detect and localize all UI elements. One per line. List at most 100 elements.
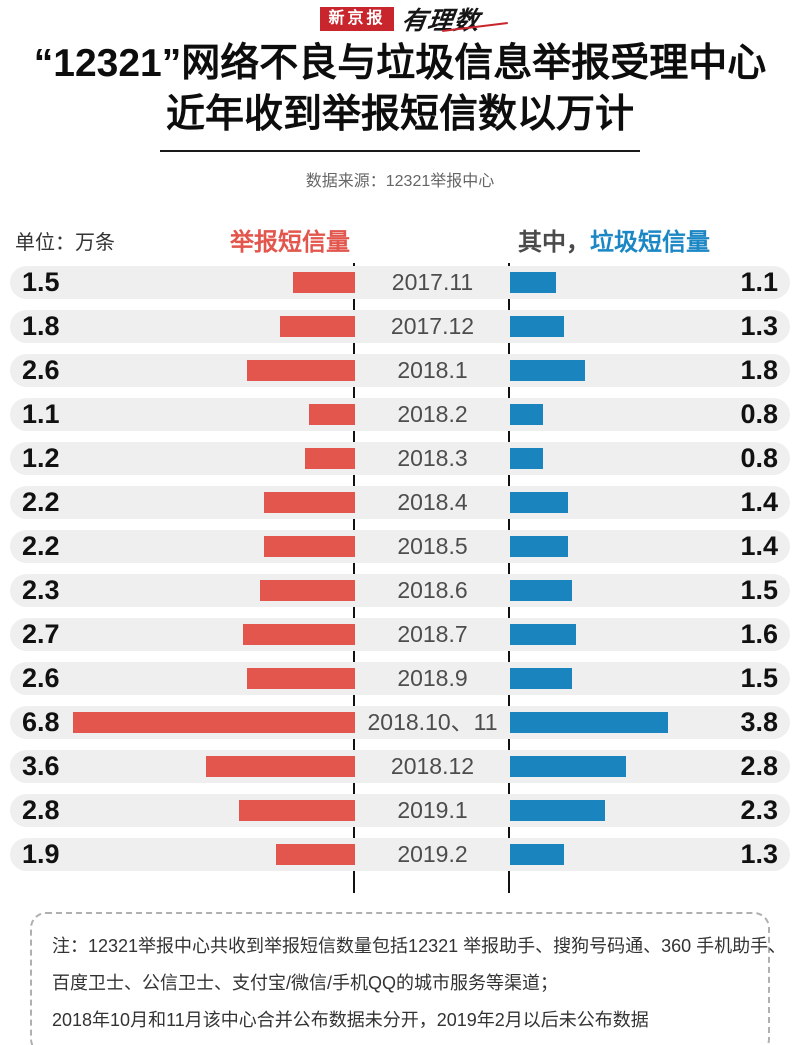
legend-reported: 举报短信量 bbox=[230, 229, 350, 256]
reported-bar bbox=[276, 844, 355, 865]
chart-row: 1.8 2017.12 1.3 bbox=[10, 310, 790, 343]
reported-value-label: 2.6 bbox=[22, 663, 60, 693]
legend-spam-prefix: 其中， bbox=[518, 229, 590, 256]
reported-value-label: 2.2 bbox=[22, 531, 60, 561]
reported-bar bbox=[280, 316, 355, 337]
reported-bar bbox=[264, 536, 355, 557]
reported-value-label: 6.8 bbox=[22, 707, 60, 737]
period-label: 2017.11 bbox=[391, 269, 474, 295]
reported-value-label: 2.2 bbox=[22, 487, 60, 517]
page-title: “12321”网络不良与垃圾信息举报受理中心 近年收到举报短信数以万计 bbox=[0, 38, 800, 140]
spam-value-label: 0.8 bbox=[740, 399, 778, 429]
spam-bar bbox=[510, 536, 568, 557]
youlishu-wordmark: 有理数 bbox=[399, 7, 482, 35]
spam-bar bbox=[510, 800, 605, 821]
reported-bar bbox=[309, 404, 355, 425]
xinjingbao-masthead: 新京报 bbox=[320, 7, 394, 31]
reported-bar bbox=[305, 448, 355, 469]
reported-value-label: 1.9 bbox=[22, 839, 60, 869]
chart-row: 2.6 2018.9 1.5 bbox=[10, 662, 790, 695]
spam-bar bbox=[510, 404, 543, 425]
spam-bar bbox=[510, 492, 568, 513]
unit-label: 单位：万条 bbox=[15, 232, 115, 254]
spam-bar bbox=[510, 360, 585, 381]
chart-row: 2.2 2018.4 1.4 bbox=[10, 486, 790, 519]
period-label: 2018.6 bbox=[397, 577, 468, 603]
spam-bar bbox=[510, 756, 626, 777]
spam-value-label: 1.4 bbox=[740, 531, 778, 561]
title-line-2: 近年收到举报短信数以万计 bbox=[165, 93, 634, 136]
chart-row: 6.8 2018.10、11 3.8 bbox=[10, 706, 790, 739]
period-label: 2018.10、11 bbox=[367, 709, 498, 735]
footnote-line-2: 百度卫士、公信卫士、支付宝/微信/手机QQ的城市服务等渠道； bbox=[52, 973, 559, 993]
footnote-box: 注：12321举报中心共收到举报短信数量包括12321 举报助手、搜狗号码通、3… bbox=[30, 912, 787, 1045]
chart-row: 3.6 2018.12 2.8 bbox=[10, 750, 790, 783]
chart-row: 1.9 2019.2 1.3 bbox=[10, 838, 790, 871]
chart-row: 2.7 2018.7 1.6 bbox=[10, 618, 790, 651]
reported-value-label: 2.8 bbox=[22, 795, 60, 825]
reported-bar bbox=[260, 580, 355, 601]
spam-value-label: 1.5 bbox=[740, 575, 778, 605]
reported-bar bbox=[247, 360, 355, 381]
reported-bar bbox=[293, 272, 355, 293]
reported-bar bbox=[239, 800, 355, 821]
period-label: 2018.2 bbox=[397, 401, 468, 427]
period-label: 2017.12 bbox=[390, 313, 475, 339]
reported-value-label: 1.1 bbox=[22, 399, 60, 429]
spam-value-label: 2.3 bbox=[740, 795, 778, 825]
reported-value-label: 2.6 bbox=[22, 355, 60, 385]
spam-bar bbox=[510, 448, 543, 469]
reported-value-label: 1.5 bbox=[22, 267, 60, 297]
data-source-label: 数据来源：12321举报中心 bbox=[305, 173, 495, 190]
reported-value-label: 2.3 bbox=[22, 575, 60, 605]
footnote-line-1: 注：12321举报中心共收到举报短信数量包括12321 举报助手、搜狗号码通、3… bbox=[52, 936, 787, 956]
footnote-line-3: 2018年10月和11月该中心合并公布数据未分开，2019年2月以后未公布数据 bbox=[52, 1010, 649, 1030]
period-label: 2019.2 bbox=[397, 841, 468, 867]
spam-value-label: 1.3 bbox=[740, 839, 778, 869]
spam-bar bbox=[510, 580, 572, 601]
reported-bar bbox=[264, 492, 355, 513]
reported-value-label: 1.2 bbox=[22, 443, 60, 473]
spam-bar bbox=[510, 272, 556, 293]
spam-value-label: 1.4 bbox=[740, 487, 778, 517]
reported-bar bbox=[206, 756, 355, 777]
period-label: 2018.5 bbox=[397, 533, 468, 559]
period-label: 2018.9 bbox=[397, 665, 468, 691]
chart-row: 1.1 2018.2 0.8 bbox=[10, 398, 790, 431]
spam-value-label: 0.8 bbox=[740, 443, 778, 473]
period-label: 2019.1 bbox=[397, 797, 468, 823]
spam-value-label: 1.1 bbox=[740, 267, 778, 297]
spam-value-label: 2.8 bbox=[740, 751, 778, 781]
chart-row: 2.6 2018.1 1.8 bbox=[10, 354, 790, 387]
period-label: 2018.12 bbox=[390, 753, 475, 779]
reported-bar bbox=[73, 712, 355, 733]
spam-bar bbox=[510, 624, 576, 645]
reported-bar bbox=[247, 668, 355, 689]
diverging-bar-chart: 1.5 2017.11 1.1 1.8 2017.12 1.3 2.6 2018.1 1.8 1.… bbox=[0, 263, 800, 896]
spam-bar bbox=[510, 844, 564, 865]
spam-bar bbox=[510, 668, 572, 689]
chart-row: 2.2 2018.5 1.4 bbox=[10, 530, 790, 563]
spam-value-label: 1.8 bbox=[740, 355, 778, 385]
chart-row: 1.2 2018.3 0.8 bbox=[10, 442, 790, 475]
chart-row: 2.3 2018.6 1.5 bbox=[10, 574, 790, 607]
chart-row: 2.8 2019.1 2.3 bbox=[10, 794, 790, 827]
legend-spam-label: 垃圾短信量 bbox=[590, 229, 710, 256]
reported-bar bbox=[243, 624, 355, 645]
spam-value-label: 1.5 bbox=[740, 663, 778, 693]
title-line-1: “12321”网络不良与垃圾信息举报受理中心 bbox=[33, 42, 767, 85]
spam-bar bbox=[510, 316, 564, 337]
reported-value-label: 1.8 bbox=[22, 311, 60, 341]
spam-value-label: 3.8 bbox=[740, 707, 778, 737]
reported-value-label: 3.6 bbox=[22, 751, 60, 781]
spam-value-label: 1.6 bbox=[740, 619, 778, 649]
title-divider bbox=[160, 150, 640, 152]
period-label: 2018.1 bbox=[397, 357, 468, 383]
spam-value-label: 1.3 bbox=[740, 311, 778, 341]
period-label: 2018.4 bbox=[397, 489, 468, 515]
logo: 新京报 有理数 bbox=[0, 4, 800, 35]
legend-spam: 其中，垃圾短信量 bbox=[518, 222, 710, 257]
reported-value-label: 2.7 bbox=[22, 619, 60, 649]
spam-bar bbox=[510, 712, 668, 733]
